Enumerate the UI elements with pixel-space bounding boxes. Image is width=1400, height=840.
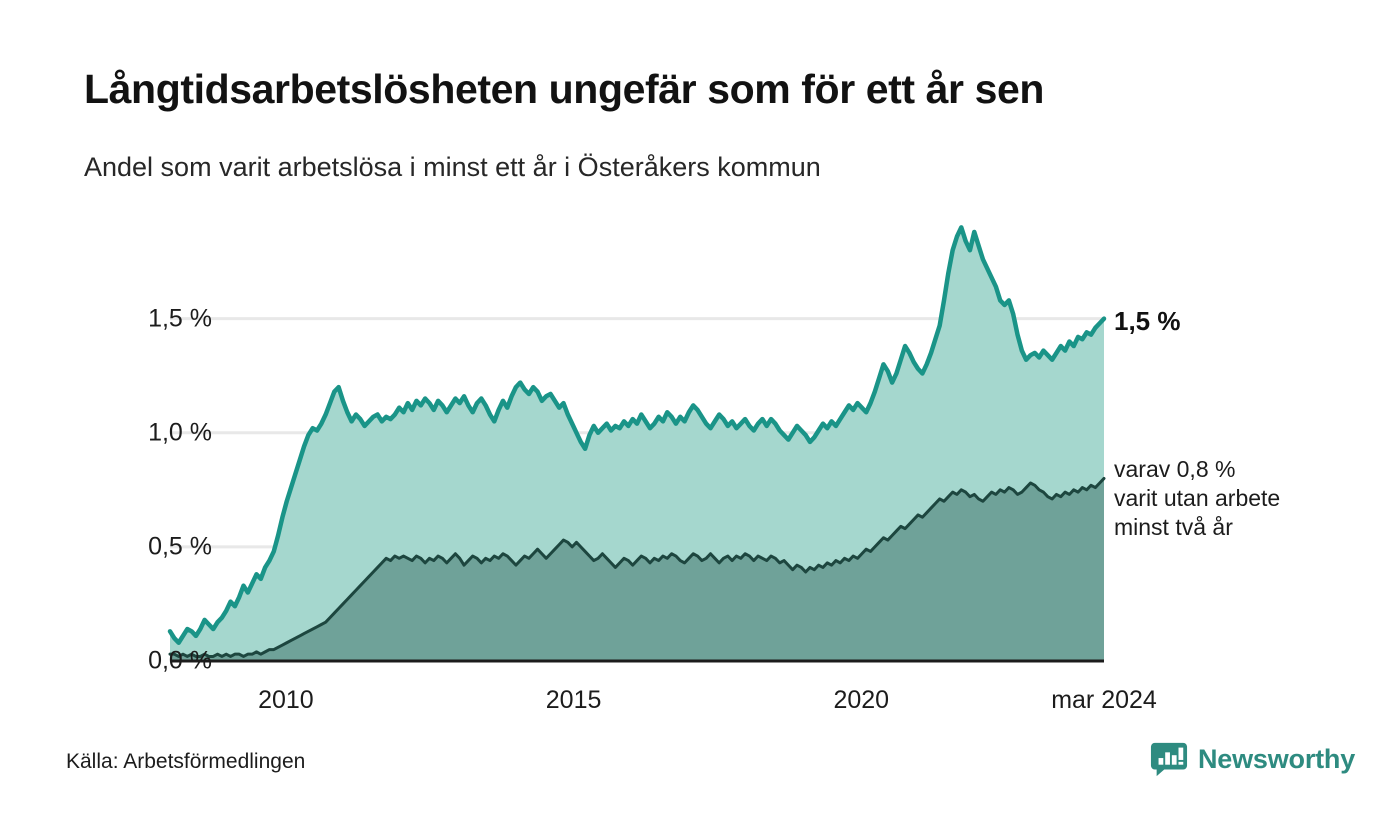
x-tick-label: 2010 bbox=[258, 686, 314, 714]
y-tick-label: 1,5 % bbox=[148, 304, 212, 333]
brand-name: Newsworthy bbox=[1198, 743, 1356, 774]
total-value-callout: 1,5 % bbox=[1114, 306, 1181, 336]
area-long-term-unemployment bbox=[170, 478, 1104, 661]
plot-area bbox=[167, 200, 1107, 663]
area-chart-svg bbox=[167, 225, 1107, 663]
chart-subtitle: Andel som varit arbetslösa i minst ett å… bbox=[84, 152, 821, 182]
x-tick-label: 2015 bbox=[545, 686, 602, 714]
page-title: Långtidsarbetslösheten ungefär som för e… bbox=[84, 66, 1045, 112]
secondary-callout-line-3: minst två år bbox=[1114, 514, 1233, 540]
secondary-series-callout: varav 0,8 % varit utan arbete minst två … bbox=[1114, 455, 1280, 542]
y-tick-label: 0,0 % bbox=[148, 646, 212, 675]
source-note: Källa: Arbetsförmedlingen bbox=[66, 750, 306, 773]
y-tick-label: 0,5 % bbox=[148, 532, 212, 561]
brand-logo: Newsworthy bbox=[1150, 740, 1355, 778]
y-tick-label: 1,0 % bbox=[148, 418, 212, 447]
line-long-term-unemployment bbox=[168, 476, 1106, 658]
secondary-callout-line-1: varav 0,8 % bbox=[1114, 456, 1236, 482]
x-tick-label: mar 2024 bbox=[1051, 686, 1157, 714]
x-tick-label: 2020 bbox=[833, 686, 890, 714]
line-total-unemployment bbox=[167, 225, 1107, 645]
chart-bubble-icon bbox=[1150, 742, 1188, 777]
secondary-callout-line-2: varit utan arbete bbox=[1114, 485, 1281, 511]
